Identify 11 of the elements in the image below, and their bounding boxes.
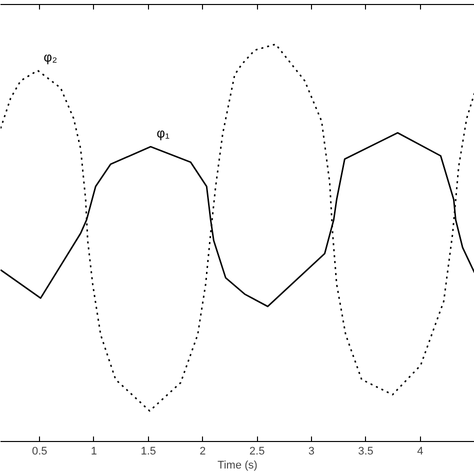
x-tick-label: 1.5	[140, 446, 156, 458]
x-tick-label: 4	[417, 446, 424, 458]
x-tick-label: 3.5	[358, 446, 374, 458]
x-axis-title: Time (s)	[218, 460, 258, 472]
x-tick-label: 3	[308, 446, 314, 458]
x-tick-label: 2	[200, 446, 206, 458]
series-label: φ₂	[44, 49, 58, 64]
x-tick-label: 2.5	[249, 446, 265, 458]
x-tick-label: 1	[90, 446, 98, 458]
x-tick-label: 0.5	[32, 446, 48, 458]
series-label: φ₁	[156, 126, 170, 141]
